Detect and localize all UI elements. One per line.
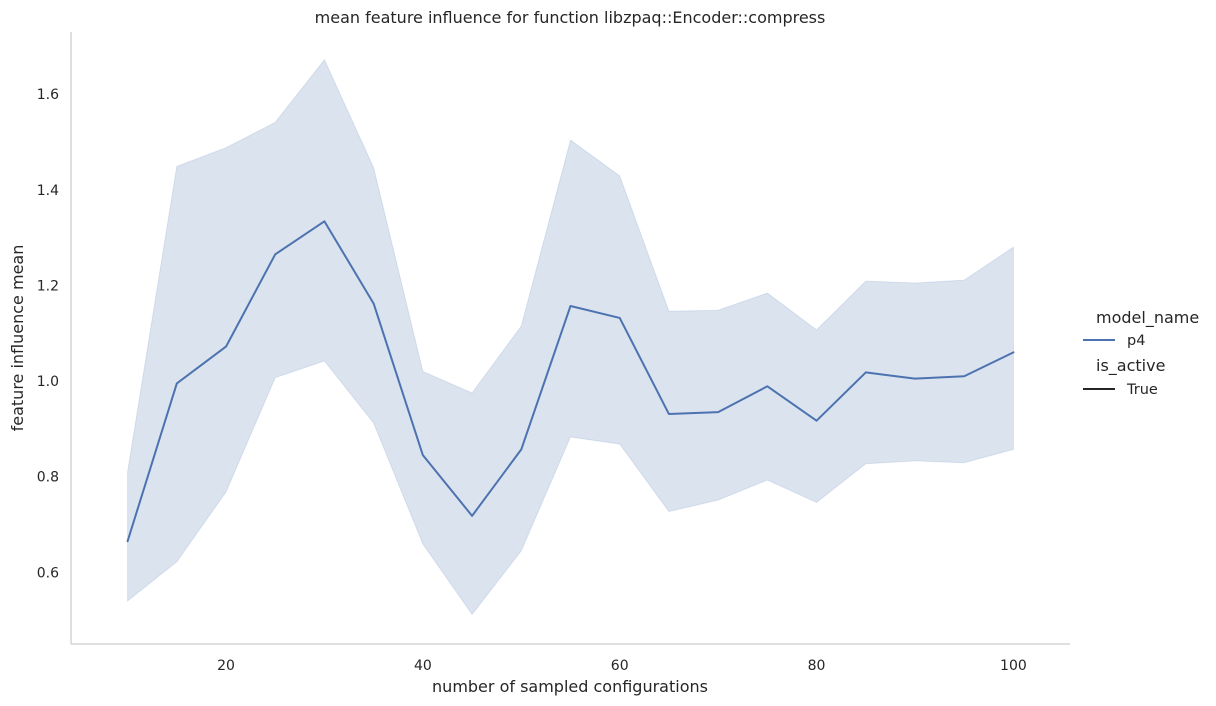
x-tick-label: 20	[217, 658, 235, 674]
y-ticks: 0.6 0.8 1.0 1.2 1.4 1.6	[37, 87, 59, 581]
y-axis-label: feature influence mean	[8, 245, 27, 432]
legend-label-p4: p4	[1127, 333, 1145, 349]
legend-label-true: True	[1126, 382, 1158, 398]
plot-area	[126, 58, 1015, 616]
series-line-p4	[126, 220, 1015, 543]
y-tick-label: 0.8	[37, 470, 59, 486]
y-tick-label: 1.6	[37, 87, 59, 103]
x-axis-label: number of sampled configurations	[432, 677, 708, 696]
legend: model_name p4 is_active True	[1083, 308, 1199, 398]
y-tick-label: 0.6	[37, 565, 59, 581]
confidence-band-p4	[127, 58, 1014, 616]
legend-title-model-name: model_name	[1096, 308, 1199, 328]
legend-title-is-active: is_active	[1096, 356, 1165, 376]
x-tick-label: 60	[611, 658, 629, 674]
chart-title: mean feature influence for function libz…	[315, 8, 826, 27]
x-tick-label: 40	[414, 658, 432, 674]
y-tick-label: 1.0	[37, 374, 59, 390]
x-tick-label: 100	[1000, 658, 1027, 674]
y-tick-label: 1.2	[37, 278, 59, 294]
x-tick-label: 80	[808, 658, 826, 674]
y-tick-label: 1.4	[37, 183, 59, 199]
x-ticks: 20 40 60 80 100	[217, 658, 1027, 674]
